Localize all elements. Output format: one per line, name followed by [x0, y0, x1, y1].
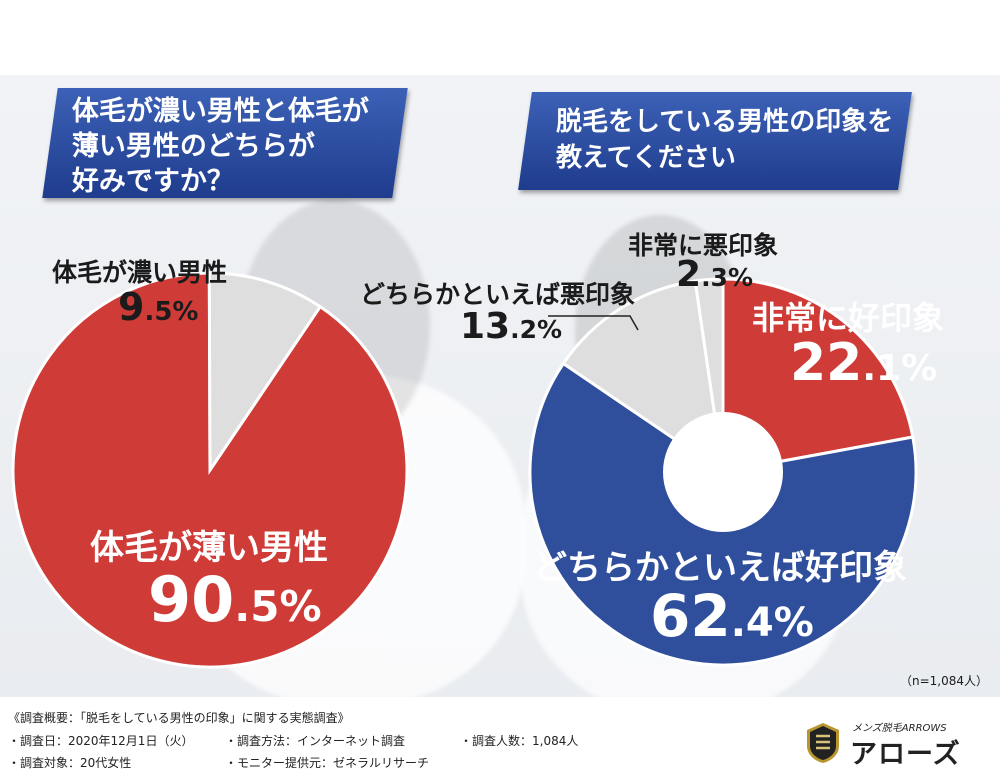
label-somewhat-negative: どちらかといえば悪印象: [360, 280, 636, 309]
value-very-negative-main: 2: [676, 254, 702, 295]
label-thick-hair: 体毛が濃い男性: [52, 258, 228, 287]
value-somewhat-negative-main: 13: [460, 306, 511, 347]
value-somewhat-negative-unit: %: [537, 315, 563, 344]
donut-hole: [663, 412, 783, 532]
value-thin-hair-decimal: .5: [234, 582, 280, 631]
value-very-negative: 2.3%: [676, 254, 753, 295]
survey-date: ・調査日：2020年12月1日（火）: [8, 734, 194, 748]
value-very-positive: 22.1%: [790, 333, 937, 393]
value-thin-hair-unit: %: [279, 582, 322, 631]
survey-count: ・調査人数：1,084人: [460, 734, 579, 748]
slice-somewhat-negative: [561, 279, 725, 476]
value-thick-hair-unit: %: [172, 297, 199, 327]
value-somewhat-positive: 62.4%: [650, 582, 814, 650]
label-somewhat-positive: どちらかといえば好印象: [533, 548, 907, 588]
value-somewhat-negative-decimal: .2: [510, 315, 538, 344]
value-very-positive-decimal: .1: [862, 348, 902, 389]
value-very-positive-unit: %: [901, 348, 938, 389]
value-thick-hair-decimal: .5: [144, 297, 173, 327]
sample-size-note: （n=1,084人）: [900, 674, 989, 688]
value-very-negative-decimal: .3: [701, 263, 728, 292]
arrows-emblem-icon: [807, 723, 839, 763]
logo-subtitle: メンズ脱毛ARROWS: [852, 723, 947, 734]
value-somewhat-positive-unit: %: [773, 600, 814, 646]
label-very-positive: 非常に好印象: [752, 299, 945, 337]
logo-name: アローズ: [850, 739, 961, 770]
value-somewhat-negative: 13.2%: [460, 306, 562, 347]
survey-method: ・調査方法：インターネット調査: [225, 734, 406, 748]
survey-provider: ・モニター提供元：ゼネラルリサーチ: [225, 756, 430, 770]
label-thin-hair: 体毛が薄い男性: [90, 528, 328, 568]
value-thick-hair: 9.5%: [118, 285, 198, 329]
value-thin-hair: 90.5%: [148, 563, 322, 636]
value-somewhat-positive-decimal: .4: [730, 600, 774, 646]
survey-summary: 《調査概要：「脱毛をしている男性の印象」に関する実態調査》: [8, 711, 350, 725]
slice-very-positive: [721, 277, 915, 474]
value-very-positive-main: 22: [790, 333, 863, 393]
leader-line-somewhat-negative: [548, 315, 639, 331]
value-thin-hair-main: 90: [148, 563, 235, 636]
value-very-negative-unit: %: [727, 263, 754, 292]
survey-target: ・調査対象：20代女性: [8, 756, 132, 770]
value-somewhat-positive-main: 62: [650, 582, 731, 650]
slice-thick-hair: [207, 271, 323, 475]
label-very-negative: 非常に悪印象: [628, 231, 779, 260]
value-thick-hair-main: 9: [118, 285, 145, 329]
